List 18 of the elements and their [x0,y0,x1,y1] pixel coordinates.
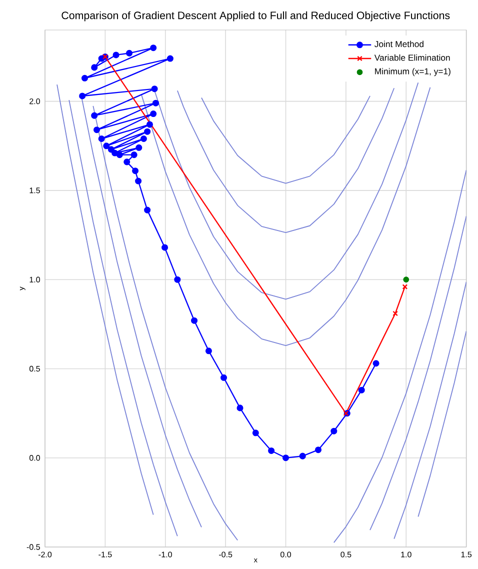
x-tick-label: -1.5 [98,552,112,558]
x-tick-label: 1.0 [401,552,412,558]
legend-label: Minimum (x=1, y=1) [375,68,450,76]
y-tick-label: 1.5 [30,188,40,194]
x-tick-label: -2.0 [38,552,52,558]
y-tick-label: 1.0 [30,276,40,282]
y-tick-label: -0.5 [26,544,40,550]
y-tick-label: 2.0 [30,98,40,104]
legend-label: Joint Method [374,40,424,48]
x-tick-label: -0.5 [219,552,232,558]
legend-label: Variable Elimination [374,54,450,61]
x-tick-label: 0.0 [280,552,292,558]
chart-title: Comparison of Gradient Descent Applied to Full and Reduced Objective Functions [62,11,450,22]
y-tick-label: 0.5 [29,366,40,372]
x-tick-label: 0.5 [340,552,352,558]
x-tick-label: -1.0 [158,552,172,558]
x-tick-label: 1.5 [461,552,472,558]
y-tick-label: 0.0 [29,455,40,461]
